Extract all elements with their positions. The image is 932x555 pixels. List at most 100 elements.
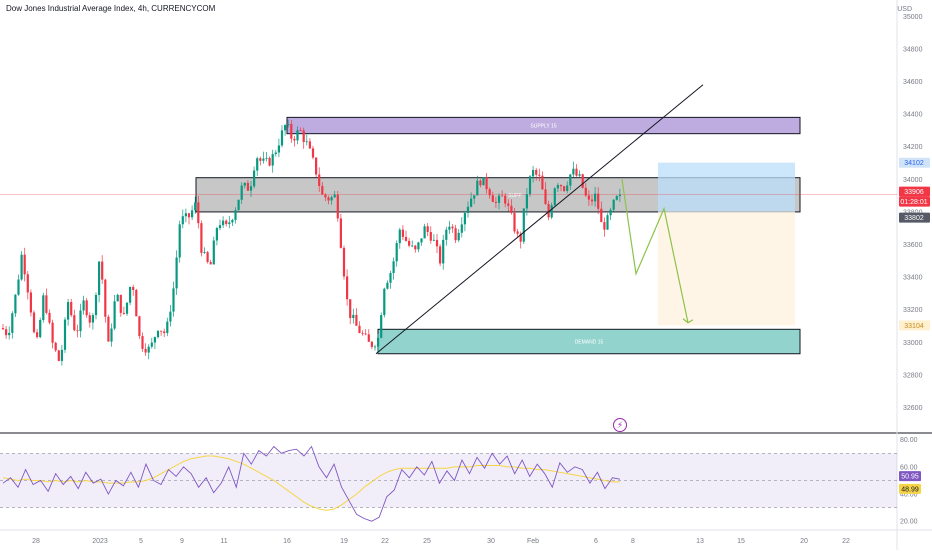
candle-body xyxy=(228,222,231,225)
candle-body xyxy=(597,193,600,209)
rsi-ma-line xyxy=(2,455,621,511)
price-tick-label: 33000 xyxy=(903,340,923,347)
price-tick-label: 35000 xyxy=(903,14,923,21)
candle-body xyxy=(26,274,29,293)
supply-zone xyxy=(286,116,801,135)
chart-title: Dow Jones Industrial Average Index, 4h, … xyxy=(6,4,216,13)
candle-body xyxy=(315,157,318,175)
candle-body xyxy=(218,225,222,229)
candle-body xyxy=(42,295,45,320)
target-price-label: 34102 xyxy=(904,160,924,167)
candle-body xyxy=(122,312,125,314)
candle-body xyxy=(308,141,311,149)
lightning-icon[interactable]: ⚡ xyxy=(613,418,627,432)
price-tick-label: 34600 xyxy=(903,79,923,86)
candle-body xyxy=(51,322,54,343)
candle-body xyxy=(82,300,85,311)
candle-body xyxy=(141,336,144,349)
candle-body xyxy=(330,197,333,201)
candle-body xyxy=(249,186,253,191)
candle-body xyxy=(426,226,429,233)
candle-body xyxy=(274,152,277,155)
candle-body xyxy=(277,145,280,153)
candle-body xyxy=(541,175,544,190)
candle-body xyxy=(203,252,206,253)
candle-body xyxy=(361,332,364,334)
candle-body xyxy=(432,239,435,241)
time-tick-label: 22 xyxy=(842,538,850,545)
candle-body xyxy=(5,329,8,336)
candle-body xyxy=(612,199,615,210)
candle-body xyxy=(389,273,392,283)
candle-body xyxy=(473,195,476,199)
candle-body xyxy=(451,226,454,229)
candle-body xyxy=(401,229,404,237)
time-tick-label: 5 xyxy=(139,538,143,545)
projection-arrowhead xyxy=(682,318,694,324)
rsi-ma-value-bg xyxy=(899,483,921,494)
candle-body xyxy=(153,337,156,343)
candle-body xyxy=(156,330,160,338)
time-tick-label: 16 xyxy=(283,538,291,545)
candle-body xyxy=(54,342,57,351)
time-tick-label: 15 xyxy=(737,538,745,545)
time-tick-label: 2023 xyxy=(92,538,108,545)
candle-body xyxy=(572,168,575,175)
candle-body xyxy=(79,310,82,332)
candle-body xyxy=(194,202,197,211)
candle-body xyxy=(45,295,48,313)
candle-body xyxy=(618,194,621,197)
time-tick-label: 9 xyxy=(180,538,184,545)
candle-body xyxy=(609,209,612,216)
candle-body xyxy=(284,125,287,131)
candle-body xyxy=(271,154,274,166)
candle-body xyxy=(268,157,271,166)
candle-body xyxy=(423,226,426,239)
candle-body xyxy=(197,202,200,224)
candle-body xyxy=(547,204,550,218)
candle-body xyxy=(581,174,584,188)
candle-body xyxy=(398,229,401,244)
candle-body xyxy=(8,332,11,336)
candle-body xyxy=(160,330,163,332)
candle-body xyxy=(566,185,569,191)
candle-body xyxy=(414,245,417,250)
candle-body xyxy=(439,246,442,264)
candle-body xyxy=(522,208,525,242)
price-tick-label: 34200 xyxy=(903,144,923,151)
candle-body xyxy=(470,198,473,207)
candle-body xyxy=(463,212,466,225)
candle-body xyxy=(445,229,448,240)
time-tick-label: 28 xyxy=(32,538,40,545)
candle-body xyxy=(259,158,262,161)
candle-body xyxy=(435,239,439,247)
candle-body xyxy=(222,220,225,226)
candle-body xyxy=(237,199,240,211)
candle-body xyxy=(373,346,377,348)
candle-body xyxy=(23,254,26,275)
candle-body xyxy=(85,300,88,316)
candle-body xyxy=(287,124,290,126)
rsi-ma-value-label: 48.99 xyxy=(901,486,919,493)
candle-body xyxy=(32,312,36,333)
candle-body xyxy=(476,180,479,196)
candle-body xyxy=(590,199,594,202)
candle-body xyxy=(550,205,553,218)
candle-body xyxy=(556,185,559,189)
candle-body xyxy=(17,279,20,295)
candle-body xyxy=(339,218,342,248)
time-tick-label: Feb xyxy=(527,538,539,545)
time-tick-label: 6 xyxy=(594,538,598,545)
candle-body xyxy=(175,257,178,289)
candle-body xyxy=(253,170,256,187)
candle-body xyxy=(442,239,445,264)
rsi-line xyxy=(2,445,621,522)
candle-body xyxy=(138,316,141,337)
candle-body xyxy=(110,328,113,342)
time-tick-label: 8 xyxy=(631,538,635,545)
candle-body xyxy=(293,138,296,141)
candle-body xyxy=(265,157,268,159)
time-tick-label: 25 xyxy=(423,538,431,545)
